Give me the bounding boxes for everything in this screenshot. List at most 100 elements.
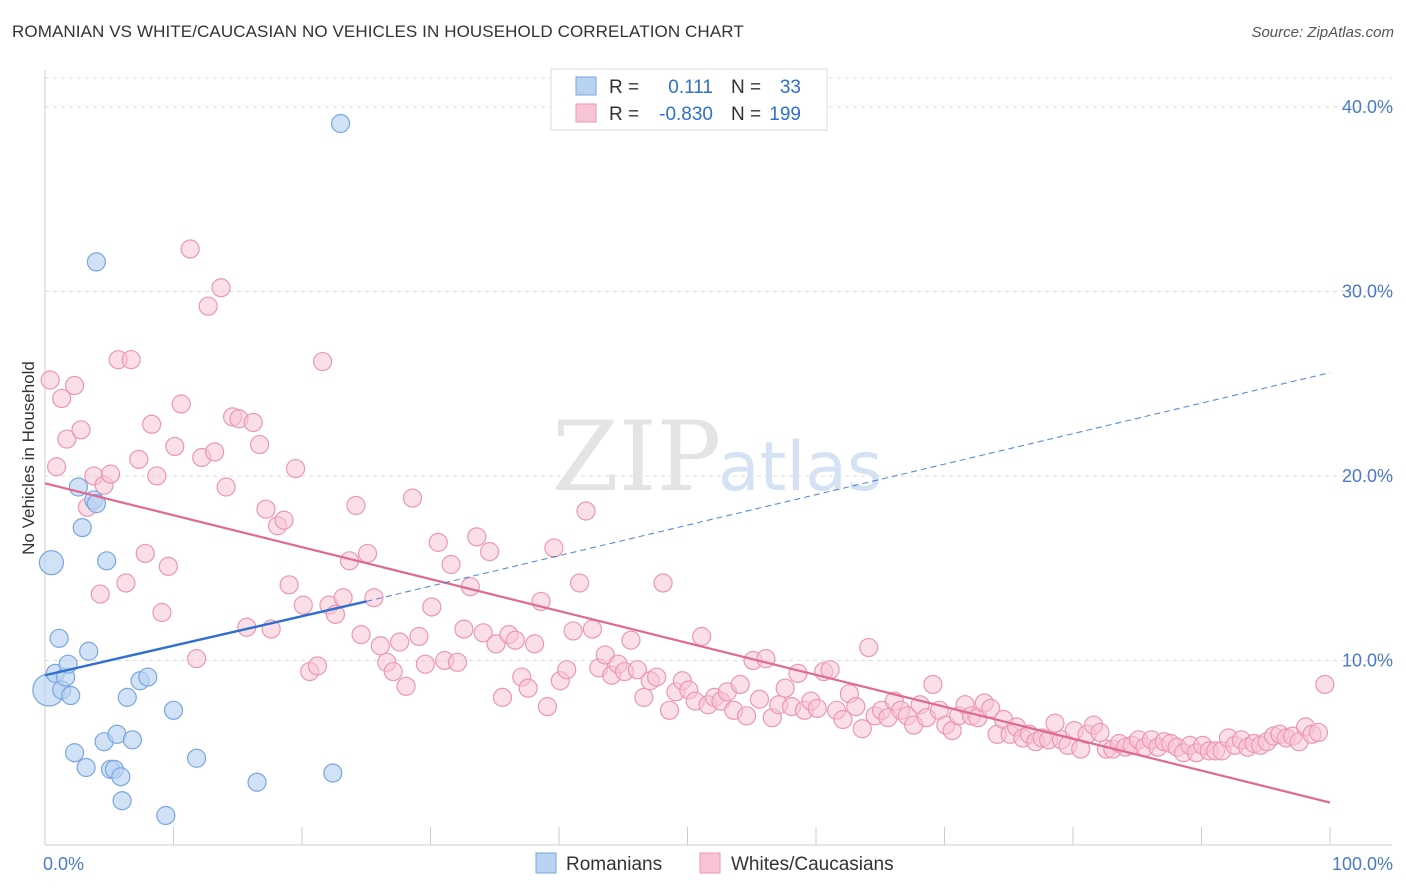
romanian-point-29	[163, 700, 184, 720]
white-point-53	[370, 636, 390, 656]
white-point-47	[333, 588, 353, 608]
white-point-76	[518, 678, 538, 698]
white-point-29	[216, 477, 236, 497]
white-point-65	[447, 652, 468, 672]
white-point-116	[775, 678, 795, 698]
white-point-52	[364, 588, 384, 608]
white-point-74	[505, 630, 525, 650]
white-point-70	[480, 542, 500, 562]
white-point-18	[147, 466, 167, 486]
romanian-points	[32, 113, 351, 826]
white-point-121	[807, 698, 827, 719]
white-point-110	[737, 706, 757, 726]
bottom-legend-white-swatch	[699, 852, 721, 874]
white-point-9	[90, 584, 110, 604]
y-axis-label: No Vehicles in Household	[19, 361, 38, 555]
white-point-15	[129, 449, 149, 469]
white-trend-line	[44, 482, 1331, 804]
romanian-point-16	[86, 252, 107, 272]
white-point-72	[492, 687, 513, 707]
white-point-62	[428, 532, 448, 552]
watermark-atlas: atlas	[718, 428, 882, 507]
white-point-127	[846, 697, 866, 717]
tick-labels: 10.0% 20.0% 30.0% 40.0% 0.0% 100.0%	[43, 97, 1393, 874]
white-point-26	[198, 296, 218, 316]
white-point-14	[121, 350, 141, 370]
romanian-point-4	[49, 628, 69, 648]
white-point-82	[557, 660, 577, 680]
bottom-legend-romanian-label: Romanians	[566, 854, 662, 875]
legend-box	[550, 68, 828, 131]
white-point-28	[211, 278, 231, 298]
legend-white-swatch	[575, 103, 597, 123]
romanian-point-9	[64, 743, 85, 763]
romanian-point-22	[111, 767, 131, 787]
legend-romanian-n-label: N =	[731, 77, 761, 98]
bottom-legend-white-label: Whites/Caucasians	[731, 854, 894, 875]
grid-lines	[45, 77, 1392, 661]
romanian-point-12	[76, 757, 96, 778]
romanian-point-32	[323, 763, 343, 783]
white-point-58	[402, 488, 423, 508]
romanian-point-33	[330, 113, 351, 134]
white-point-118	[788, 663, 808, 683]
white-point-129	[859, 637, 879, 658]
white-point-77	[524, 634, 545, 654]
white-point-80	[544, 538, 564, 558]
white-point-97	[653, 573, 673, 593]
white-point-128	[852, 719, 872, 739]
white-point-83	[563, 621, 583, 641]
white-point-4	[57, 429, 77, 449]
y-tick-label-1: 10.0%	[1342, 650, 1393, 670]
legend-white-n-value: 199	[769, 104, 801, 125]
white-point-98	[659, 700, 680, 720]
white-point-51	[357, 543, 378, 564]
romanian-point-24	[117, 687, 137, 707]
white-point-38	[274, 510, 294, 530]
romanian-trend-line	[44, 600, 367, 677]
white-point-21	[165, 436, 185, 457]
white-point-79	[537, 697, 558, 717]
y-tick-label-2: 20.0%	[1342, 466, 1393, 486]
white-point-40	[285, 458, 306, 479]
white-point-96	[647, 667, 667, 687]
romanian-point-31	[247, 772, 267, 792]
romanian-point-30	[187, 748, 207, 768]
white-point-13	[116, 573, 136, 593]
white-point-16	[135, 543, 155, 564]
white-caucasian-points	[40, 239, 1335, 763]
white-point-35	[256, 499, 276, 519]
white-point-11	[100, 464, 121, 484]
trend-lines	[44, 372, 1331, 804]
white-point-68	[467, 527, 487, 547]
white-point-103	[692, 626, 712, 647]
white-point-125	[833, 709, 853, 730]
white-point-17	[142, 414, 162, 434]
white-point-69	[473, 623, 493, 643]
romanian-point-8	[61, 685, 81, 706]
romanian-point-28	[156, 805, 176, 826]
correlation-legend: R = 0.111 N = 33 R = -0.830 N = 199	[550, 68, 828, 131]
watermark: ZIP atlas	[552, 401, 882, 513]
white-point-109	[730, 674, 750, 695]
white-point-66	[454, 619, 474, 639]
white-point-199	[1308, 722, 1329, 743]
white-point-2	[46, 457, 67, 477]
series-legend: Romanians Whites/Caucasians	[535, 852, 894, 875]
white-point-59	[409, 626, 429, 647]
romanian-point-13	[79, 641, 99, 661]
white-point-93	[627, 660, 647, 680]
white-point-57	[396, 676, 416, 696]
white-point-86	[582, 619, 603, 639]
white-point-84	[569, 573, 590, 593]
legend-romanian-swatch	[575, 76, 597, 96]
legend-romanian-r-value: 0.111	[668, 77, 713, 98]
white-point-41	[293, 595, 313, 615]
white-point-6	[71, 420, 91, 440]
legend-white-r-label: R =	[609, 104, 639, 125]
white-point-3	[52, 388, 72, 409]
watermark-zip: ZIP	[552, 401, 721, 513]
white-point-200	[1315, 674, 1335, 695]
bottom-legend-romanian-swatch	[535, 852, 557, 874]
white-point-22	[171, 394, 191, 414]
